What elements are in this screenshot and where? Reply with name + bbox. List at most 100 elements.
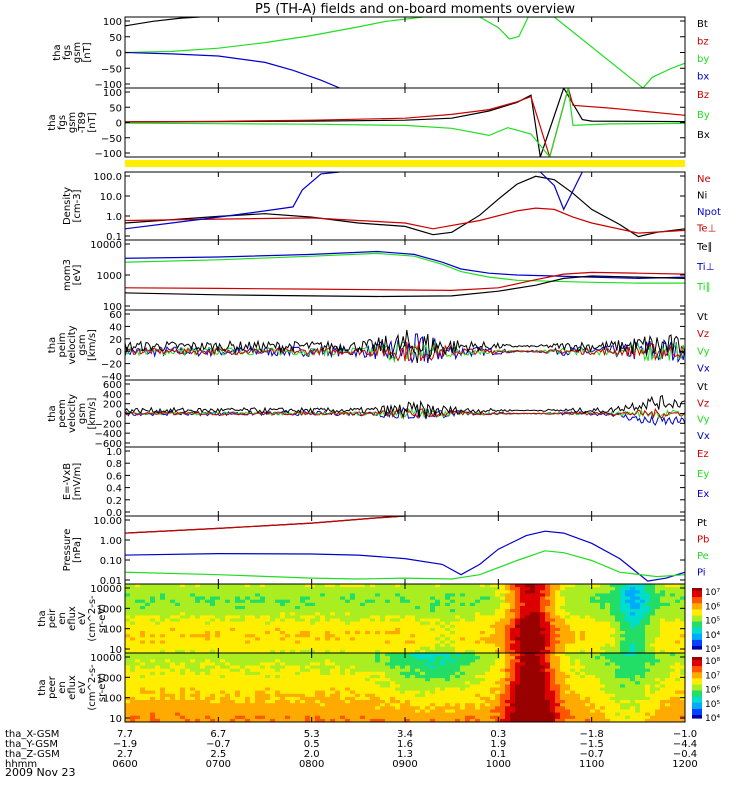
heat-cell bbox=[135, 665, 141, 670]
heat-cell bbox=[555, 599, 561, 604]
heat-cell bbox=[185, 706, 191, 710]
heat-cell bbox=[240, 681, 246, 685]
heat-cell bbox=[285, 659, 291, 663]
heat-cell bbox=[370, 696, 376, 701]
heat-cell bbox=[280, 659, 286, 663]
heat-cell bbox=[535, 599, 541, 604]
heat-cell bbox=[185, 687, 191, 692]
heat-cell bbox=[435, 615, 441, 620]
heat-cell bbox=[340, 668, 346, 673]
heat-cell bbox=[580, 602, 586, 607]
heat-cell bbox=[585, 681, 591, 685]
heat-cell bbox=[365, 718, 371, 722]
heat-cell bbox=[335, 715, 341, 720]
heat-cell bbox=[180, 668, 186, 673]
heat-cell bbox=[135, 634, 141, 638]
heat-cell bbox=[295, 715, 301, 720]
heat-cell bbox=[435, 612, 441, 616]
heat-cell bbox=[550, 627, 556, 632]
heat-cell bbox=[495, 690, 501, 695]
heat-cell bbox=[455, 703, 461, 707]
heat-cell bbox=[150, 643, 156, 648]
heat-cell bbox=[490, 640, 496, 645]
heat-cell bbox=[305, 634, 311, 638]
heat-cell bbox=[420, 649, 426, 653]
heat-cell bbox=[475, 606, 481, 610]
heat-cell bbox=[445, 584, 451, 588]
heat-cell bbox=[620, 609, 626, 613]
heat-cell bbox=[165, 599, 171, 604]
heat-cell bbox=[415, 681, 421, 685]
heat-cell bbox=[480, 584, 486, 588]
heat-cell bbox=[325, 678, 331, 682]
y-tick-label: 100 bbox=[103, 17, 122, 28]
heat-cell bbox=[405, 587, 411, 591]
heat-cell bbox=[195, 627, 201, 632]
heat-cell bbox=[540, 706, 546, 710]
heat-cell bbox=[385, 712, 391, 717]
heat-cell bbox=[370, 615, 376, 620]
spectrogram bbox=[125, 584, 685, 653]
heat-cell bbox=[145, 709, 151, 714]
heat-cell bbox=[195, 640, 201, 645]
heat-cell bbox=[155, 690, 161, 695]
heat-cell bbox=[260, 590, 266, 594]
heat-cell bbox=[140, 690, 146, 695]
heat-cell bbox=[200, 584, 206, 588]
heat-cell bbox=[255, 656, 261, 660]
heat-cell bbox=[405, 643, 411, 648]
heat-cell bbox=[265, 712, 271, 717]
heat-cell bbox=[310, 703, 316, 707]
heat-cell bbox=[585, 693, 591, 698]
colorbar-swatch bbox=[692, 647, 702, 650]
heat-cell bbox=[475, 587, 481, 591]
heat-cell bbox=[480, 709, 486, 714]
heat-cell bbox=[320, 590, 326, 594]
heat-cell bbox=[385, 609, 391, 613]
heat-cell bbox=[370, 653, 376, 657]
heat-cell bbox=[510, 609, 516, 613]
heat-cell bbox=[550, 602, 556, 607]
heat-cell bbox=[215, 640, 221, 645]
heat-cell bbox=[195, 675, 201, 679]
heat-cell bbox=[505, 599, 511, 604]
heat-cell bbox=[520, 675, 526, 679]
heat-cell bbox=[210, 706, 216, 710]
heat-cell bbox=[340, 690, 346, 695]
heat-cell bbox=[205, 706, 211, 710]
heat-cell bbox=[470, 609, 476, 613]
heat-cell bbox=[470, 612, 476, 616]
heat-cell bbox=[355, 668, 361, 673]
heat-cell bbox=[305, 668, 311, 673]
heat-cell bbox=[445, 593, 451, 598]
heat-cell bbox=[265, 634, 271, 638]
heat-cell bbox=[465, 640, 471, 645]
heat-cell bbox=[280, 703, 286, 707]
heat-cell bbox=[265, 637, 271, 641]
heat-cell bbox=[490, 609, 496, 613]
heat-cell bbox=[190, 618, 196, 623]
heat-cell bbox=[555, 690, 561, 695]
heat-cell bbox=[545, 615, 551, 620]
heat-cell bbox=[625, 584, 631, 588]
heat-cell bbox=[465, 656, 471, 660]
heat-cell bbox=[360, 587, 366, 591]
heat-cell bbox=[165, 596, 171, 601]
heat-cell bbox=[530, 696, 536, 701]
heat-cell bbox=[470, 693, 476, 698]
heat-cell bbox=[145, 712, 151, 717]
heat-cell bbox=[295, 602, 301, 607]
heat-cell bbox=[145, 693, 151, 698]
heat-cell bbox=[310, 712, 316, 717]
heat-cell bbox=[475, 646, 481, 651]
heat-cell bbox=[430, 637, 436, 641]
heat-cell bbox=[500, 715, 506, 720]
heat-cell bbox=[235, 624, 241, 629]
heat-cell bbox=[280, 712, 286, 717]
heat-cell bbox=[295, 612, 301, 616]
heat-cell bbox=[205, 596, 211, 601]
heat-cell bbox=[495, 593, 501, 598]
heat-cell bbox=[595, 587, 601, 591]
heat-cell bbox=[545, 593, 551, 598]
heat-cell bbox=[480, 606, 486, 610]
